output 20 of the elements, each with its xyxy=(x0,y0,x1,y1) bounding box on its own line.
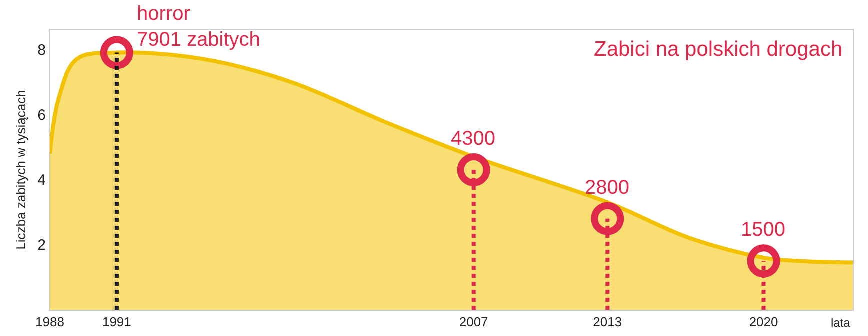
point xyxy=(457,154,490,186)
y-tick-label: 6 xyxy=(38,106,46,124)
x-tick-label: 2020 xyxy=(749,314,778,330)
x-tick-label: 1991 xyxy=(102,314,132,330)
point xyxy=(591,202,624,236)
x-tick-label: 2013 xyxy=(593,314,622,330)
y-tick-label: 4 xyxy=(38,172,46,190)
x-axis-title: lata xyxy=(831,316,851,330)
annotation: 4300 xyxy=(451,128,496,150)
annotation: 1500 xyxy=(741,219,786,241)
chart-title: Zabici na polskich drogach xyxy=(594,38,843,61)
point xyxy=(747,244,780,278)
x-tick-label: 2007 xyxy=(459,314,488,330)
annotation: 2800 xyxy=(585,177,630,199)
point xyxy=(100,36,134,70)
y-axis-title: Liczba zabitych w tysiącach xyxy=(14,90,29,250)
x-tick-label: 1988 xyxy=(36,314,64,330)
y-tick-label: 8 xyxy=(38,42,46,59)
y-tick-label: 2 xyxy=(38,237,46,254)
annotation: horror 7901 zabitych xyxy=(137,3,260,51)
